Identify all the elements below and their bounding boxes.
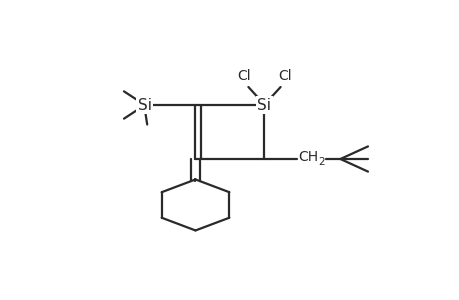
Text: Si: Si [138, 98, 151, 112]
Text: CH: CH [297, 150, 318, 164]
Text: Si: Si [257, 98, 271, 112]
Text: Cl: Cl [236, 68, 250, 83]
Text: 2: 2 [317, 157, 324, 167]
Text: Cl: Cl [278, 68, 291, 83]
